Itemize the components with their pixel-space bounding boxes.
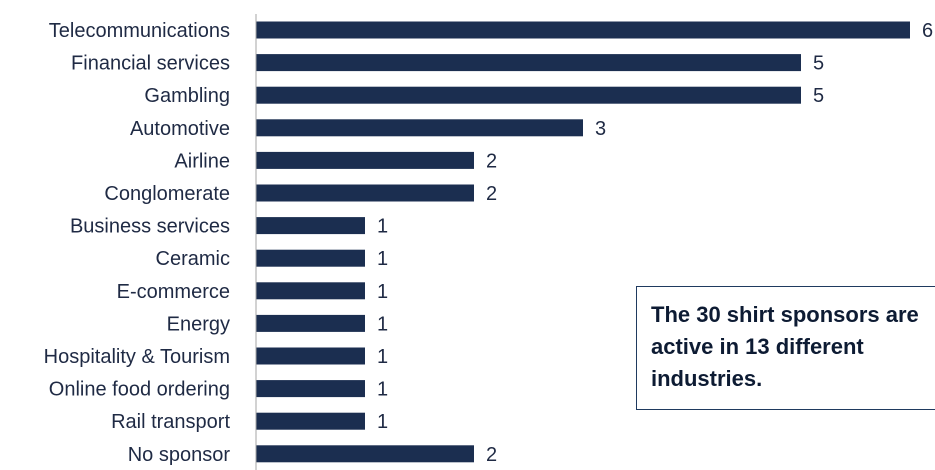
category-label: Hospitality & Tourism xyxy=(44,346,230,368)
bar xyxy=(256,119,583,137)
bar xyxy=(256,54,801,72)
category-label: No sponsor xyxy=(128,444,231,466)
callout-box: The 30 shirt sponsors are active in 13 d… xyxy=(636,286,935,410)
bar xyxy=(256,282,365,300)
data-label: 2 xyxy=(486,183,497,205)
bar xyxy=(256,86,801,104)
data-label: 1 xyxy=(377,346,388,368)
category-label: Online food ordering xyxy=(49,379,230,401)
data-label: 1 xyxy=(377,379,388,401)
bar xyxy=(256,217,365,235)
bar xyxy=(256,314,365,332)
category-label: Ceramic xyxy=(156,248,230,270)
bar xyxy=(256,380,365,398)
category-label: Rail transport xyxy=(111,411,230,433)
category-label: Business services xyxy=(70,216,230,238)
data-label: 5 xyxy=(813,85,824,107)
data-label: 2 xyxy=(486,150,497,172)
category-label: Conglomerate xyxy=(104,183,230,205)
category-label: Telecommunications xyxy=(49,20,230,42)
category-label: Automotive xyxy=(130,118,230,140)
category-label: Airline xyxy=(174,150,230,172)
bar xyxy=(256,151,474,169)
bar xyxy=(256,21,910,39)
category-label: Gambling xyxy=(144,85,230,107)
data-label: 1 xyxy=(377,248,388,270)
data-label: 2 xyxy=(486,444,497,466)
category-label: Energy xyxy=(167,313,230,335)
category-label: E-commerce xyxy=(117,281,230,303)
category-label: Financial services xyxy=(71,53,230,75)
data-label: 3 xyxy=(595,118,606,140)
data-label: 1 xyxy=(377,216,388,238)
data-label: 1 xyxy=(377,411,388,433)
data-label: 1 xyxy=(377,313,388,335)
data-label: 6 xyxy=(922,20,933,42)
bar xyxy=(256,445,474,463)
data-label: 1 xyxy=(377,281,388,303)
bar xyxy=(256,347,365,365)
bar xyxy=(256,184,474,202)
bar xyxy=(256,249,365,267)
bar xyxy=(256,412,365,430)
callout-text: The 30 shirt sponsors are active in 13 d… xyxy=(651,302,919,391)
data-label: 5 xyxy=(813,53,824,75)
